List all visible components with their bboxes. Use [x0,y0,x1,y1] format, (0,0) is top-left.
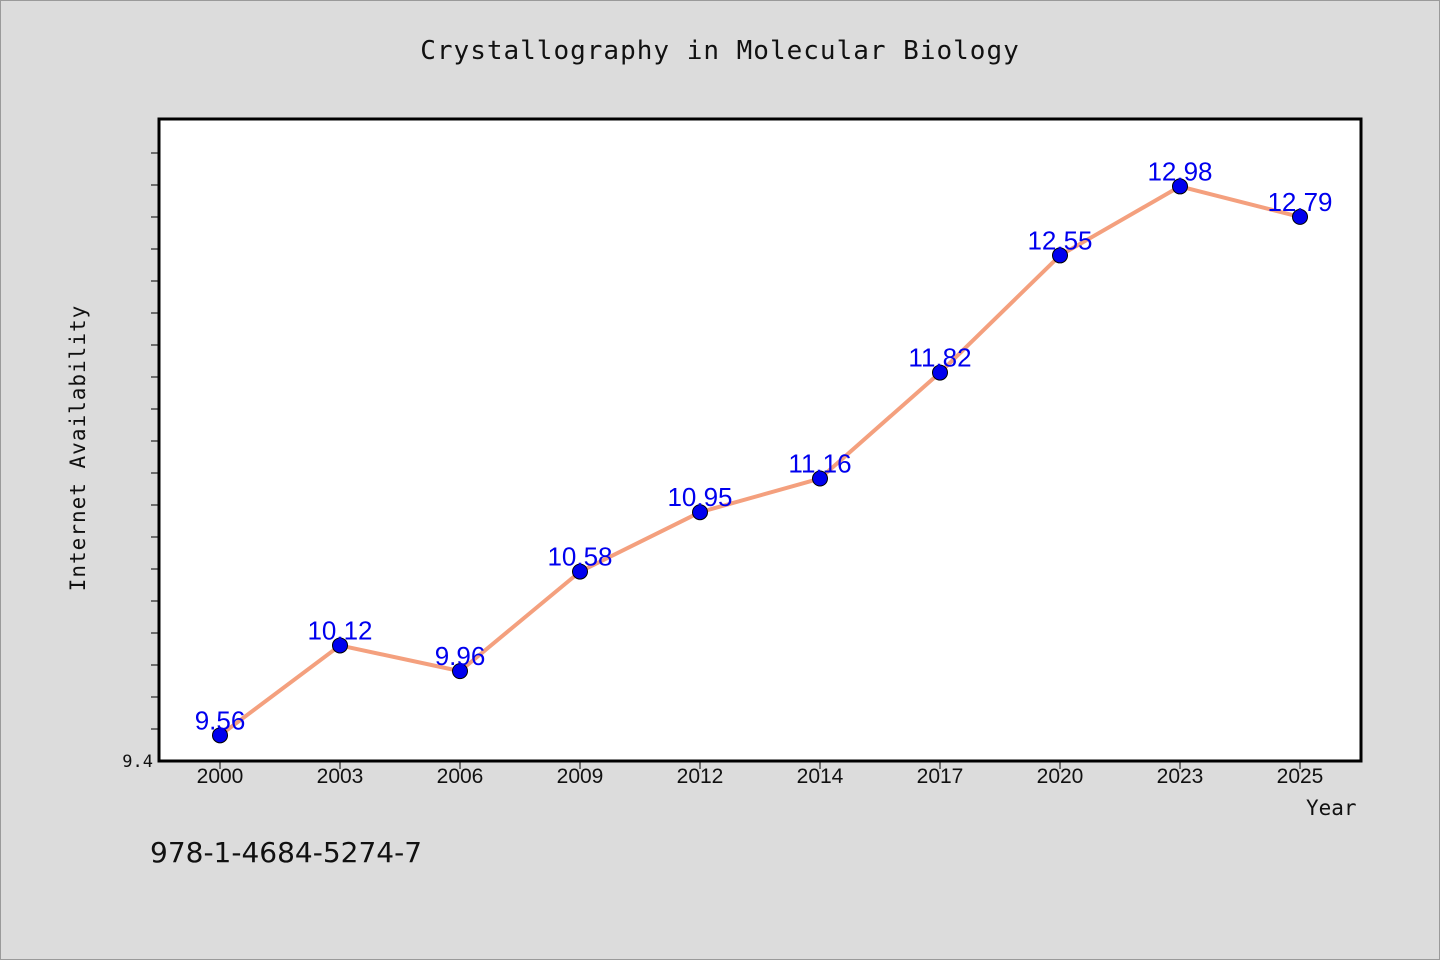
data-point [212,727,228,744]
data-point [692,504,708,521]
x-tick-label: 2020 [1037,765,1084,788]
y-tick-label: 9.4 [122,752,153,772]
x-tick-label: 2006 [437,765,484,788]
data-label: 10.12 [307,615,372,645]
data-point [332,637,348,654]
y-axis-ticks: 9.4 [122,152,159,772]
data-label: 11.82 [908,343,971,373]
series-line [218,184,1301,737]
data-point [1292,208,1308,225]
x-tick-label: 2025 [1277,765,1324,788]
data-label: 10.58 [547,542,612,572]
chart-title: Crystallography in Molecular Biology [420,36,1020,66]
data-point [452,663,468,680]
x-tick-label: 2017 [917,765,964,788]
x-tick-label: 2023 [1157,765,1204,788]
x-tick-label: 2009 [557,765,604,788]
x-tick-label: 2014 [797,765,844,788]
data-label: 9.56 [195,705,246,735]
data-point [932,364,948,381]
plot-area [157,117,1363,763]
x-axis-label: Year [1306,796,1357,820]
x-tick-label: 2012 [677,765,724,788]
data-label: 12.98 [1147,156,1212,186]
data-label: 9.96 [435,641,486,671]
data-label: 10.95 [667,482,732,512]
data-label: 12.79 [1267,187,1332,217]
data-point [812,470,828,487]
x-axis-ticks: 2000 2003 2006 2009 2012 2014 2017 2020 2023 2025 [197,761,1324,788]
data-label: 11.16 [788,449,851,479]
data-label: 12.55 [1027,225,1092,255]
data-point [1052,247,1068,264]
x-tick-label: 2000 [197,765,244,788]
isbn-text: 978-1-4684-5274-7 [150,836,423,869]
x-tick-label: 2003 [317,765,364,788]
data-point [572,563,588,580]
data-point [1172,178,1188,195]
series-group: 9.56 10.12 9.96 10.58 10.95 11.16 11.82 12.55 12… [195,156,1333,744]
